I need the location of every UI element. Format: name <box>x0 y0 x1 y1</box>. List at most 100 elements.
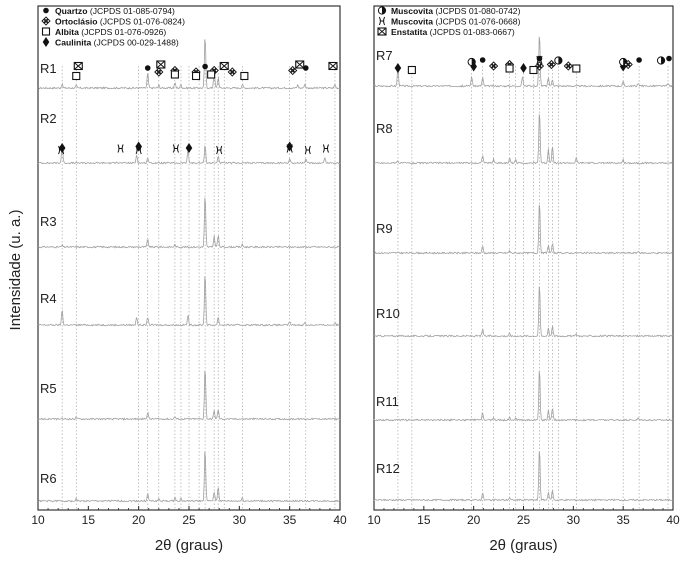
plot-frame <box>37 5 341 511</box>
marker-dot-icon <box>302 65 309 71</box>
marker-fourdiamond-icon <box>546 59 557 70</box>
marker-square-icon <box>72 71 81 81</box>
marker-diamond-icon <box>286 141 293 152</box>
marker-mica-icon <box>304 145 311 155</box>
x-axis-label: 2θ (graus) <box>489 537 557 554</box>
marker-dot-icon <box>479 57 486 63</box>
marker-dot-icon <box>202 63 208 70</box>
legend-symbol-crosssquare-icon <box>377 27 387 36</box>
series-label-R12: R12 <box>376 461 400 476</box>
series-line-R9 <box>374 204 674 255</box>
x-tick-label: 35 <box>616 513 630 527</box>
x-tick-label: 10 <box>31 513 45 527</box>
marker-mica-icon <box>536 55 543 65</box>
marker-halfcircle-icon <box>656 56 666 65</box>
marker-halfcircle-icon <box>554 56 563 65</box>
marker-square-icon <box>505 64 514 73</box>
series-line-R8 <box>373 114 674 165</box>
marker-mica-icon <box>117 144 124 153</box>
series-line-R2 <box>37 145 341 165</box>
marker-halfcircle-icon <box>467 57 476 67</box>
marker-crosssquare-icon <box>156 60 166 69</box>
legend-entry: Caulinita (JCPDS 00-029-1488) <box>55 38 179 48</box>
marker-crosssquare-icon <box>73 61 83 71</box>
series-label-R7: R7 <box>376 48 393 63</box>
series-label-R9: R9 <box>376 221 393 236</box>
x-tick-label: 15 <box>82 513 96 527</box>
reference-lines <box>61 66 336 510</box>
x-axis: 10 15 20 25 30 35 40 2θ (graus) <box>31 506 347 554</box>
marker-dot-icon <box>144 65 151 71</box>
series-label-R5: R5 <box>40 381 57 396</box>
marker-fourdiamond-icon <box>623 59 633 70</box>
legend-symbol-fourdiamond-icon <box>41 16 51 26</box>
x-tick-label: 30 <box>567 513 581 527</box>
marker-fourdiamond-icon <box>563 61 573 71</box>
marker-square-icon <box>240 71 249 81</box>
marker-square-icon <box>572 64 581 73</box>
marker-square-icon <box>407 65 416 75</box>
series-line-R1 <box>37 39 341 90</box>
marker-diamond-icon <box>135 141 142 152</box>
series-label-R11: R11 <box>376 394 399 409</box>
x-tick-label: 40 <box>333 513 347 527</box>
legend-entry: Ortoclásio (JCPDS 01-076-0824) <box>55 17 185 27</box>
marker-mica-icon <box>172 144 179 153</box>
marker-diamond-icon <box>58 143 66 153</box>
marker-diamond-icon <box>394 63 402 73</box>
series-label-R6: R6 <box>40 471 57 486</box>
series-line-R11 <box>373 371 674 422</box>
x-tick-label: 35 <box>283 513 297 527</box>
x-tick-label: 40 <box>666 513 680 527</box>
marker-diamond-icon <box>520 63 527 73</box>
marker-fourdiamond-icon <box>488 61 499 71</box>
marker-square-icon <box>207 70 216 79</box>
series-line-R5 <box>37 370 341 421</box>
x-axis: 10 15 20 25 30 35 40 2θ (graus) <box>367 506 680 554</box>
series-label-R10: R10 <box>376 306 400 321</box>
marker-fourdiamond-icon <box>154 67 164 77</box>
legend-entry: Enstatita (JCPDS 01-083-0667) <box>391 27 515 37</box>
x-tick-label: 15 <box>417 513 431 527</box>
x-axis-label: 2θ (graus) <box>155 537 223 554</box>
x-tick-label: 20 <box>467 513 481 527</box>
legend: Quartzo (JCPDS 01-085-0794)Ortoclásio (J… <box>41 6 185 48</box>
phase-markers <box>58 60 338 155</box>
marker-square-icon <box>529 65 538 75</box>
legend-symbol-halfcircle-icon <box>377 6 387 15</box>
series-label-R1: R1 <box>40 61 57 76</box>
series-line-R3 <box>37 197 341 249</box>
series-label-R4: R4 <box>40 291 57 306</box>
x-tick-label: 10 <box>367 513 381 527</box>
marker-mica-icon <box>216 145 223 155</box>
legend: Muscovita (JCPDS 01-080-0742)Muscovita (… <box>377 6 521 37</box>
series-label-R3: R3 <box>40 214 57 229</box>
marker-dot-icon <box>666 55 672 62</box>
series-label-R2: R2 <box>40 111 57 126</box>
legend-entry: Albita (JCPDS 01-076-0926) <box>55 27 166 37</box>
legend-symbol-dot-icon <box>43 7 49 14</box>
series-line-R6 <box>37 451 341 503</box>
x-tick-label: 25 <box>517 513 531 527</box>
x-tick-label: 30 <box>233 513 247 527</box>
series-line-R10 <box>373 286 674 338</box>
reference-lines <box>397 66 669 510</box>
panel-2: R7 R8 R9 R10 R11 R12 Muscovita (JCPDS 01-080-0… <box>367 5 680 554</box>
legend-entry: Quartzo (JCPDS 01-085-0794) <box>55 6 175 16</box>
marker-crosssquare-icon <box>328 61 338 71</box>
marker-mica-icon <box>322 144 329 153</box>
series-line-R4 <box>37 276 341 327</box>
marker-fourdiamond-icon <box>227 67 237 77</box>
marker-dot-icon <box>636 57 642 63</box>
legend-symbol-diamond-icon <box>42 37 50 47</box>
y-axis-label: Intensidade (u. a.) <box>7 210 24 331</box>
legend-symbol-mica-icon <box>378 16 386 26</box>
series-label-R8: R8 <box>376 121 393 136</box>
legend-symbol-square-icon <box>41 27 51 36</box>
phase-markers <box>394 55 672 75</box>
marker-diamond-icon <box>185 143 193 153</box>
x-tick-label: 25 <box>182 513 196 527</box>
panel-1: R1 R2 R3 R4 R5 R6 Quartzo (JCPDS 01-085-0794)O… <box>31 5 347 554</box>
series-line-R12 <box>373 451 674 502</box>
